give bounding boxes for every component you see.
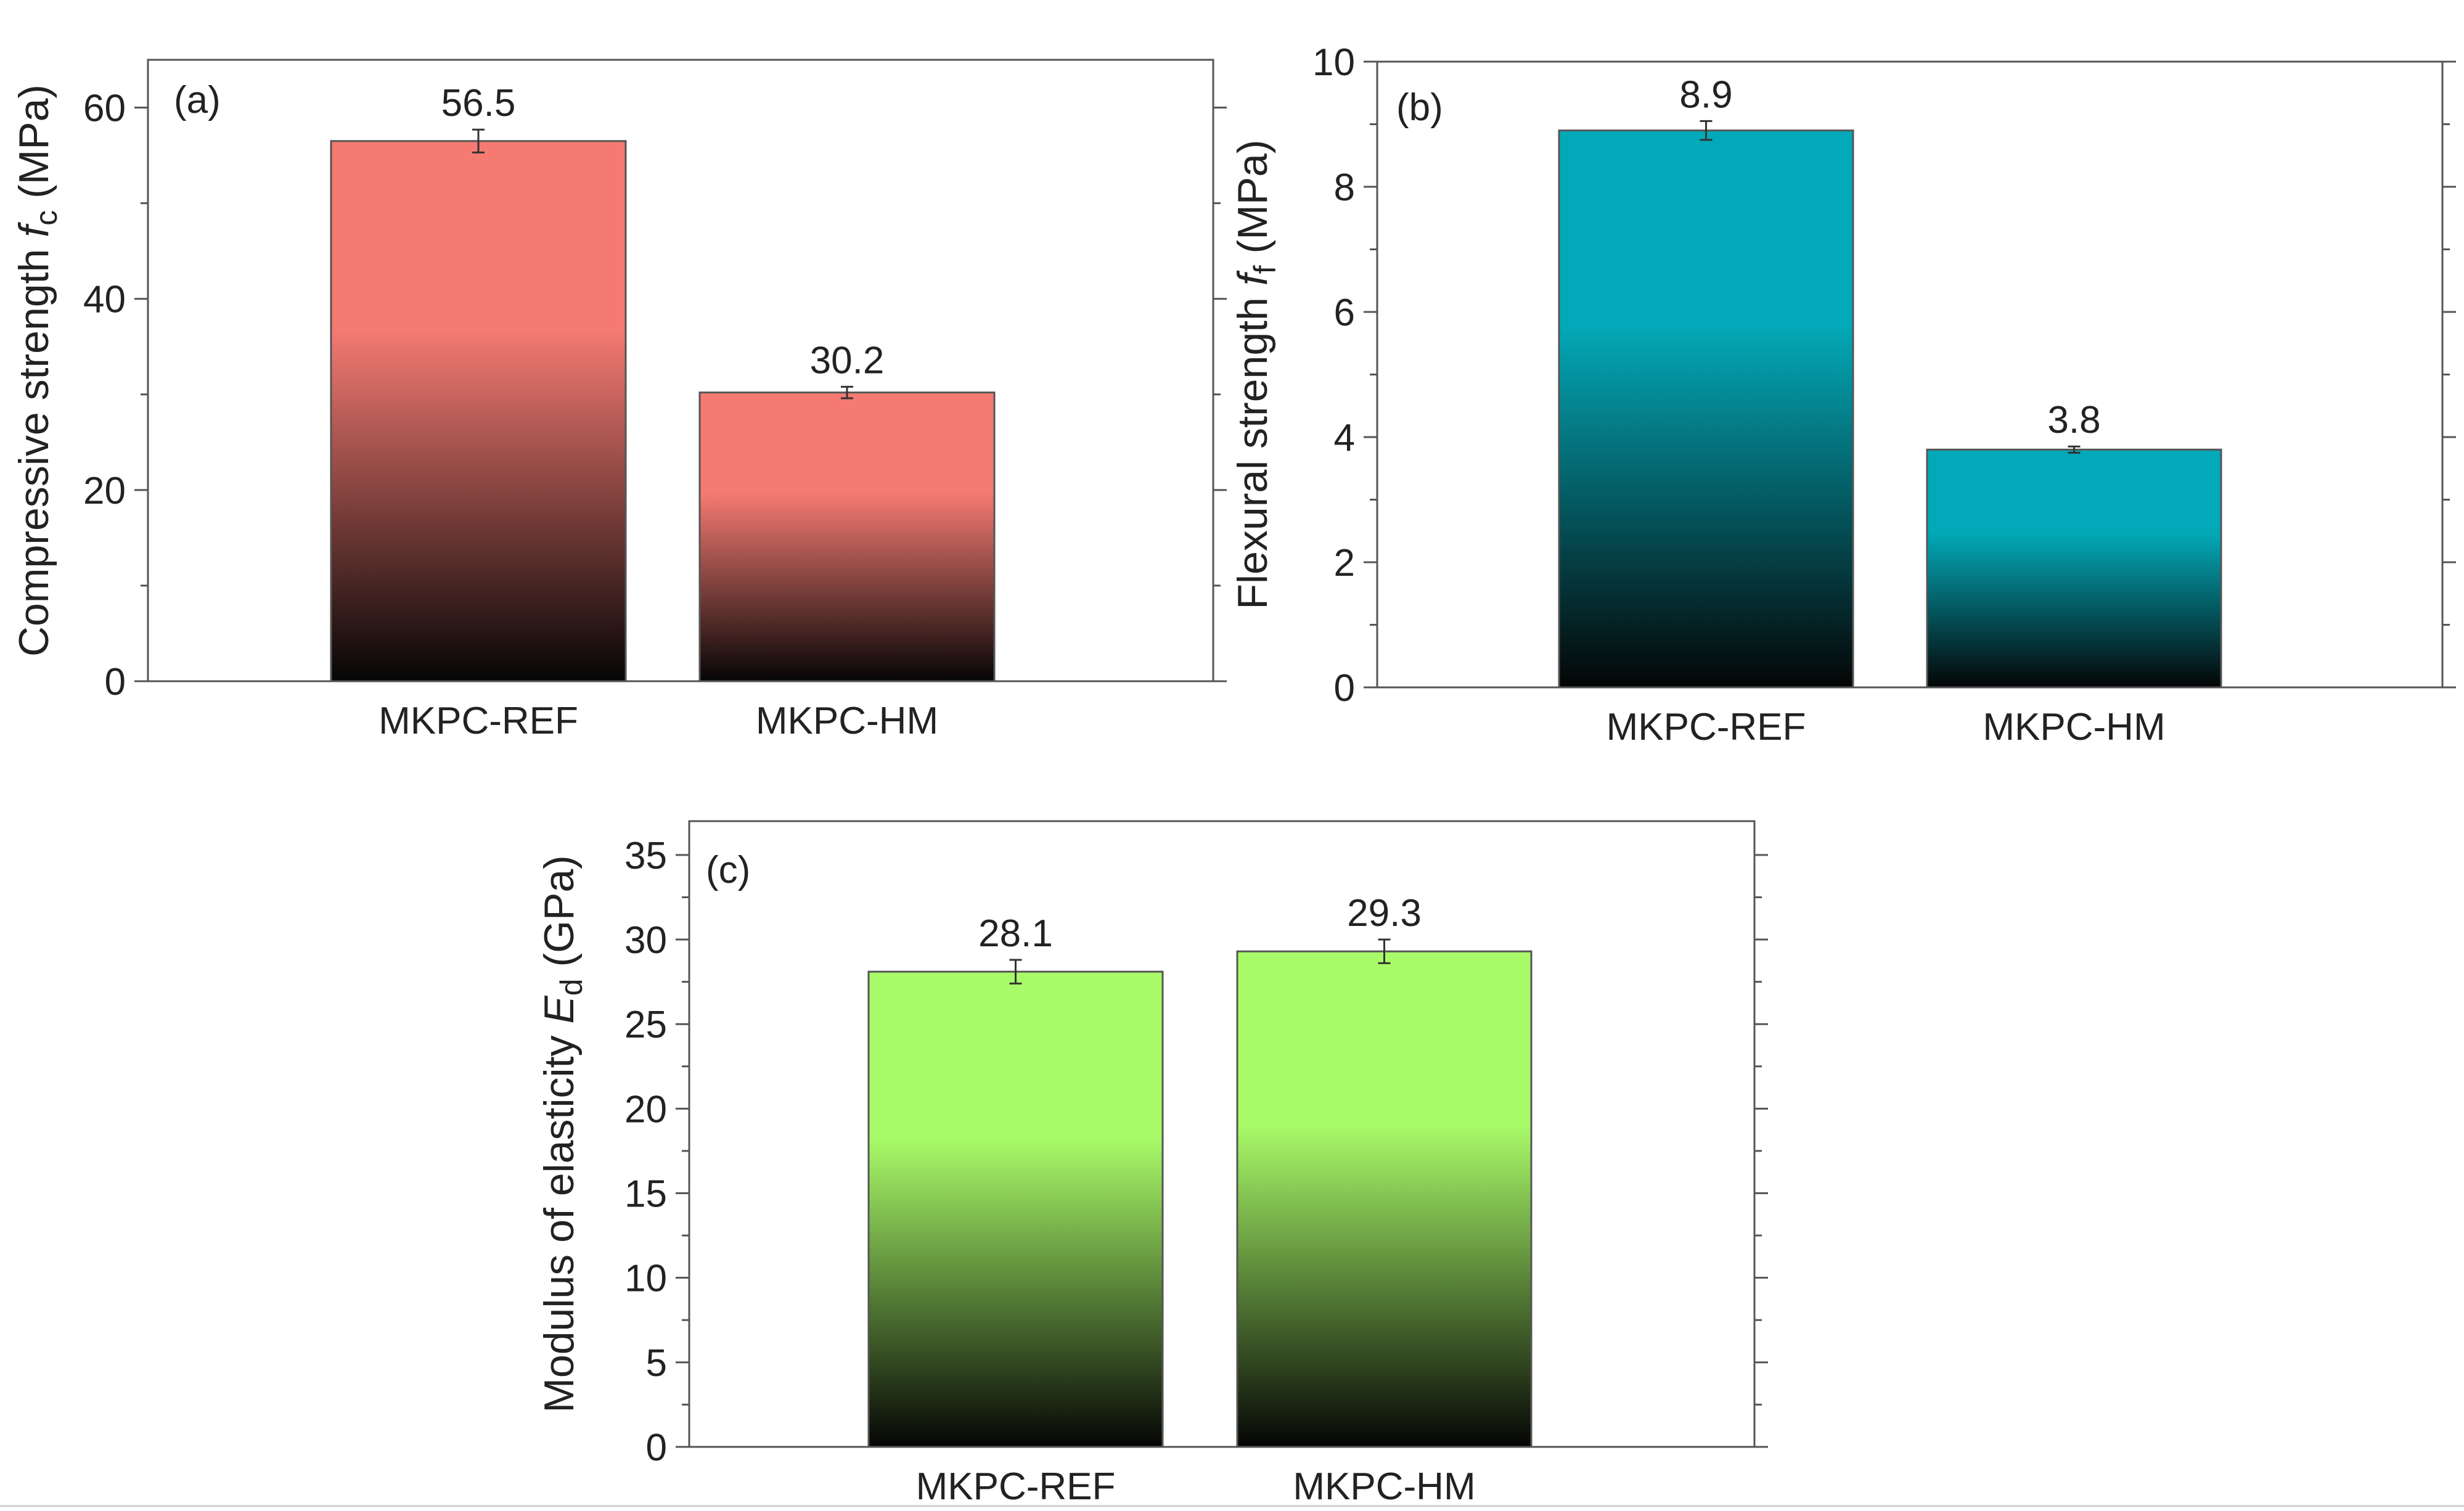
value-label-c-1: 29.3 bbox=[1347, 892, 1422, 935]
y-tick-label-c: 0 bbox=[646, 1427, 667, 1469]
plot-frame-b bbox=[1376, 60, 2444, 689]
y-axis-label-a: Compressive strength fc (MPa) bbox=[10, 84, 63, 657]
bar-b-0 bbox=[1558, 129, 1854, 689]
y-tick-label-b: 4 bbox=[1334, 417, 1355, 459]
y-tick-label-b: 8 bbox=[1334, 166, 1355, 209]
y-tick-label-a: 0 bbox=[105, 661, 126, 703]
y-tick-label-b: 0 bbox=[1334, 667, 1355, 710]
chart-panel-b: (b) Flexural strength ff (MPa) 0 2 4 6 8 10 8.… bbox=[1229, 41, 2456, 748]
bar-a-1 bbox=[698, 391, 996, 682]
y-tick-label-b: 10 bbox=[1312, 41, 1355, 84]
y-axis-label-c: Modulus of elasticity Ed (GPa) bbox=[536, 855, 589, 1413]
y-tick-label-c: 30 bbox=[624, 919, 667, 962]
y-tick-label-c: 20 bbox=[624, 1088, 667, 1131]
value-label-c-0: 28.1 bbox=[978, 912, 1053, 955]
value-label-b-0: 8.9 bbox=[1679, 73, 1732, 116]
panel-tag-a: (a) bbox=[174, 79, 221, 121]
value-label-b-1: 3.8 bbox=[2047, 399, 2100, 441]
y-tick-label-a: 40 bbox=[83, 279, 126, 321]
plot-frame-a bbox=[147, 59, 1214, 682]
y-tick-label-b: 6 bbox=[1334, 292, 1355, 334]
plot-frame-c bbox=[688, 820, 1756, 1448]
y-tick-label-c: 10 bbox=[624, 1258, 667, 1300]
category-label-b-1: MKPC-HM bbox=[1983, 706, 2165, 748]
y-tick-label-c: 35 bbox=[624, 835, 667, 877]
chart-panel-c: (c) Modulus of elasticity Ed (GPa) 0 5 10 1… bbox=[536, 820, 1768, 1508]
y-tick-label-a: 20 bbox=[83, 470, 126, 512]
bar-c-1 bbox=[1236, 950, 1533, 1448]
value-label-a-1: 30.2 bbox=[810, 339, 885, 382]
category-label-b-0: MKPC-REF bbox=[1607, 706, 1806, 748]
category-label-c-0: MKPC-REF bbox=[916, 1465, 1116, 1508]
y-tick-label-a: 60 bbox=[83, 88, 126, 130]
y-tick-label-c: 25 bbox=[624, 1004, 667, 1046]
y-tick-label-c: 5 bbox=[646, 1342, 667, 1385]
category-label-a-0: MKPC-REF bbox=[379, 700, 578, 742]
y-tick-label-b: 2 bbox=[1334, 542, 1355, 584]
panel-tag-b: (b) bbox=[1396, 86, 1443, 129]
bar-a-0 bbox=[330, 140, 627, 682]
category-label-a-1: MKPC-HM bbox=[756, 700, 938, 742]
y-tick-label-c: 15 bbox=[624, 1173, 667, 1216]
value-label-a-0: 56.5 bbox=[441, 82, 516, 125]
bar-c-0 bbox=[867, 970, 1164, 1448]
y-axis-label-b: Flexural strength ff (MPa) bbox=[1229, 139, 1282, 609]
chart-panel-a: (a) Compressive strength fc (MPa) 0 20 40 6… bbox=[10, 59, 1227, 742]
category-label-c-1: MKPC-HM bbox=[1293, 1465, 1475, 1508]
bar-b-1 bbox=[1926, 448, 2222, 689]
panel-tag-c: (c) bbox=[706, 849, 750, 891]
